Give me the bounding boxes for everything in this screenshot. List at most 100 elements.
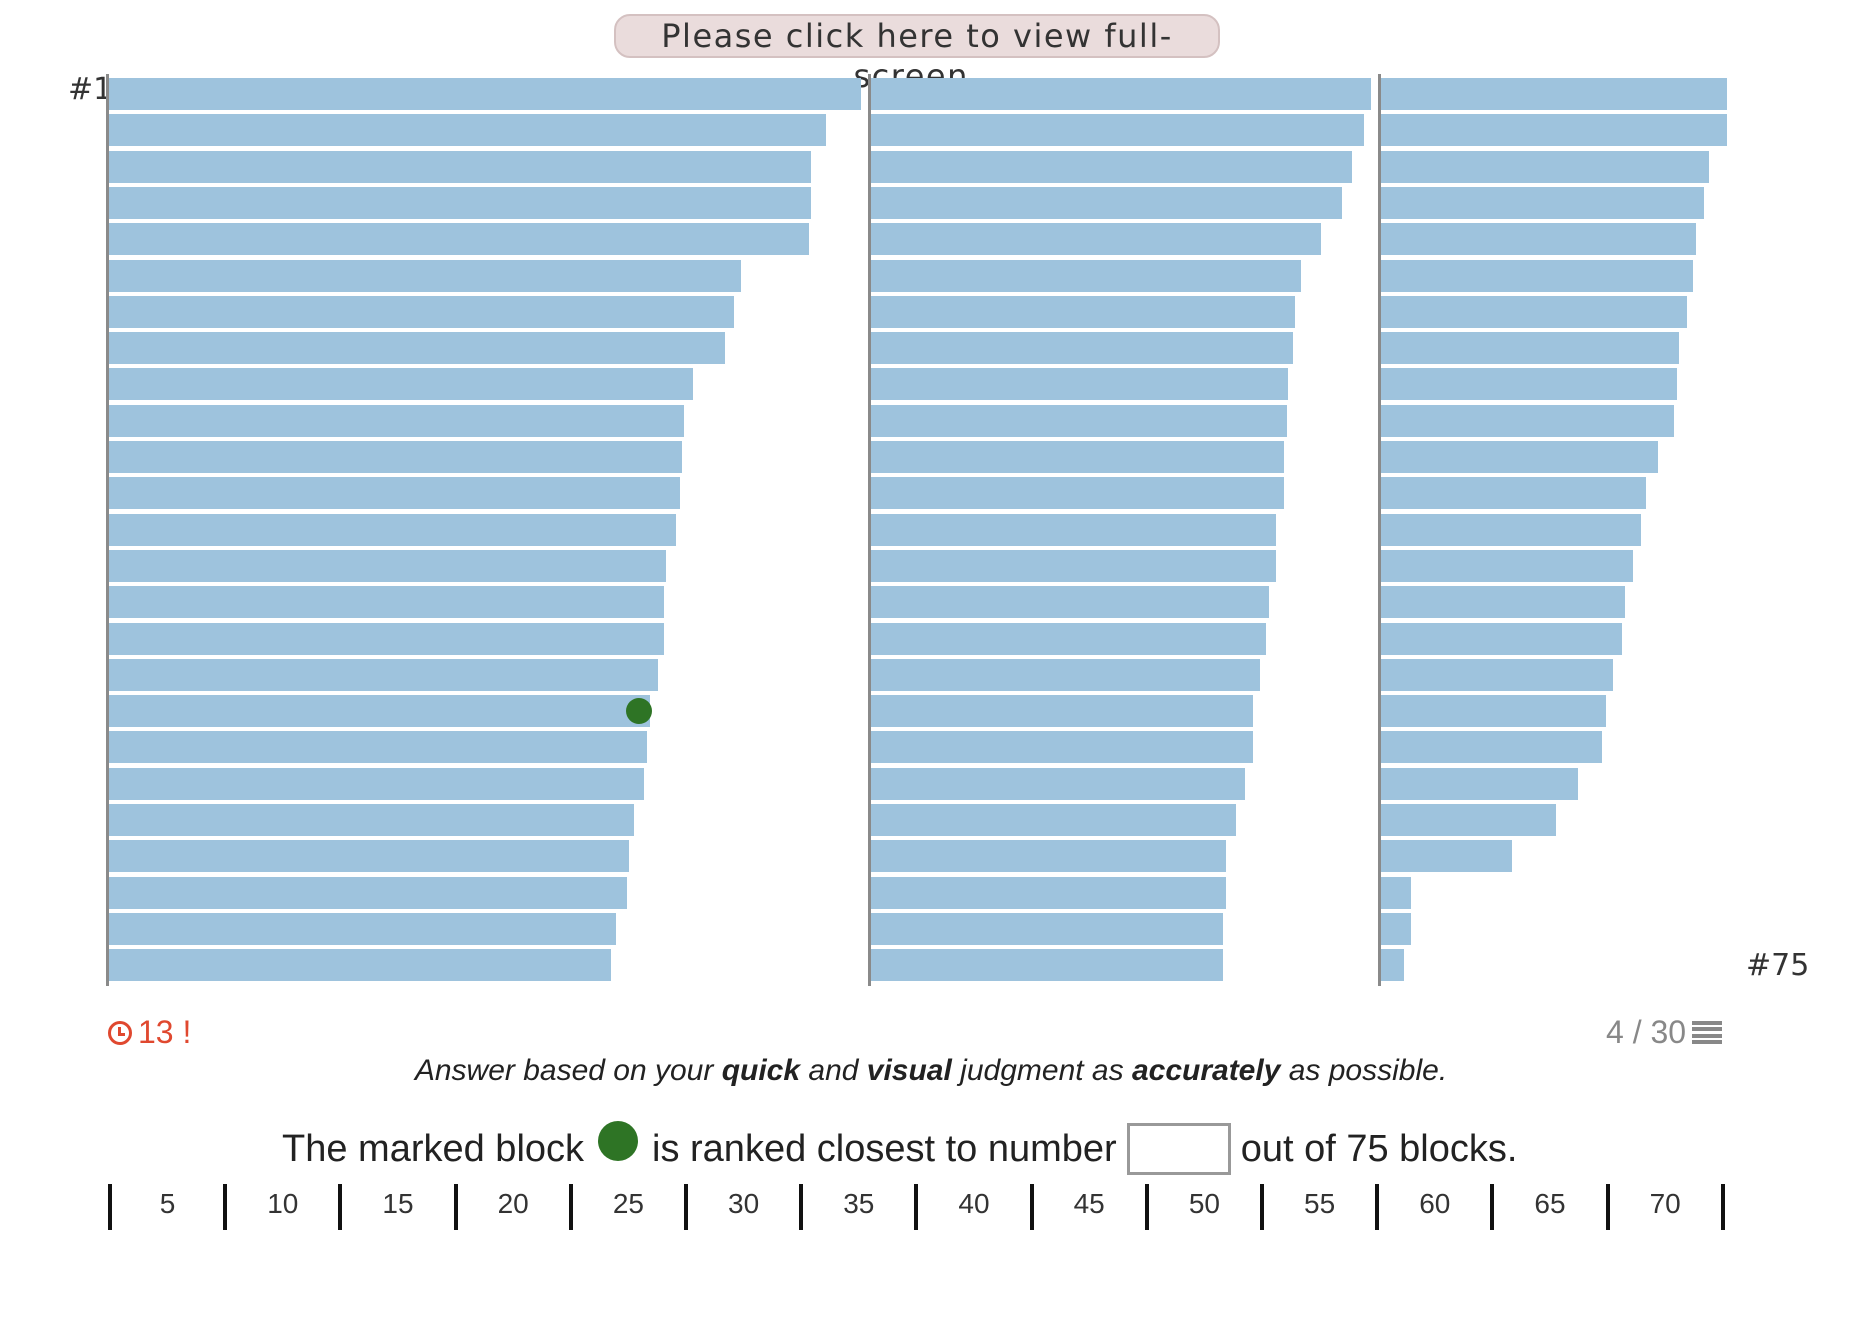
scale-label[interactable]: 5 bbox=[159, 1188, 176, 1219]
block-bar bbox=[1381, 513, 1642, 546]
block-bar bbox=[1381, 477, 1646, 510]
question-text-middle: is ranked closest to number bbox=[652, 1127, 1117, 1170]
column-axis-1 bbox=[106, 74, 109, 986]
scale-tick bbox=[1490, 1184, 1495, 1230]
block-bar bbox=[1381, 658, 1613, 691]
instructions-bold-quick: quick bbox=[721, 1054, 801, 1087]
progress-indicator: 4 / 30 bbox=[1606, 1014, 1723, 1051]
block-bar bbox=[109, 695, 650, 728]
block-bar bbox=[871, 949, 1223, 982]
block-bar bbox=[109, 549, 667, 582]
block-bar bbox=[1381, 332, 1679, 365]
block-bar bbox=[109, 441, 683, 473]
scale-label[interactable]: 10 bbox=[267, 1188, 299, 1219]
scale-tick bbox=[1375, 1184, 1380, 1230]
block-bar bbox=[871, 549, 1277, 582]
rank-answer-input[interactable] bbox=[1126, 1123, 1231, 1175]
scale-tick bbox=[1029, 1184, 1034, 1230]
block-bar bbox=[1381, 150, 1709, 183]
scale-label[interactable]: 30 bbox=[728, 1188, 760, 1219]
block-bar bbox=[1381, 186, 1705, 219]
instructions: Answer based on your quick and visual ju… bbox=[0, 1054, 1862, 1088]
block-bar bbox=[871, 513, 1277, 546]
block-bar bbox=[871, 150, 1353, 183]
scale-label[interactable]: 70 bbox=[1649, 1188, 1681, 1219]
scale-label[interactable]: 40 bbox=[958, 1188, 990, 1219]
block-bar bbox=[871, 223, 1321, 256]
block-bar bbox=[871, 695, 1253, 728]
clock-icon bbox=[108, 1020, 132, 1045]
column-axis-2 bbox=[868, 74, 871, 986]
block-bar bbox=[1381, 840, 1512, 873]
column-axis-3 bbox=[1378, 74, 1381, 986]
list-icon[interactable] bbox=[1692, 1020, 1723, 1045]
scale-tick bbox=[223, 1184, 228, 1230]
scale-tick bbox=[1605, 1184, 1610, 1230]
block-bar bbox=[109, 513, 676, 546]
block-bar bbox=[871, 586, 1269, 619]
block-bar bbox=[1381, 259, 1694, 292]
block-bar bbox=[1381, 804, 1557, 836]
block-chart bbox=[106, 74, 1727, 986]
progress-text: 4 / 30 bbox=[1606, 1014, 1687, 1050]
scale-tick bbox=[1260, 1184, 1264, 1230]
scale-label[interactable]: 50 bbox=[1188, 1188, 1220, 1219]
block-bar bbox=[109, 78, 861, 110]
instructions-part-3: judgment as bbox=[951, 1054, 1132, 1087]
block-bar bbox=[109, 804, 634, 836]
scale-tick bbox=[799, 1184, 804, 1230]
block-bar bbox=[109, 622, 664, 655]
block-bar bbox=[1381, 441, 1658, 473]
scale-label[interactable]: 25 bbox=[612, 1188, 644, 1219]
scale-label[interactable]: 20 bbox=[497, 1188, 529, 1219]
block-bar bbox=[1381, 586, 1625, 619]
instructions-part-2: and bbox=[800, 1054, 867, 1087]
block-bar bbox=[109, 586, 664, 619]
block-bar bbox=[109, 876, 628, 909]
instructions-bold-accurately: accurately bbox=[1131, 1054, 1281, 1087]
scale-label[interactable]: 65 bbox=[1534, 1188, 1566, 1219]
scale-label[interactable]: 60 bbox=[1419, 1188, 1451, 1219]
block-bar bbox=[109, 223, 810, 256]
block-bar bbox=[871, 840, 1227, 873]
rank-scale[interactable]: 5 10 15 20 25 30 35 40 45 50 55 60 65 70 bbox=[0, 1184, 1862, 1234]
block-bar bbox=[109, 295, 734, 328]
block-bar bbox=[871, 658, 1261, 691]
block-bar bbox=[871, 404, 1287, 437]
block-bar bbox=[109, 840, 630, 873]
block-bar bbox=[1381, 549, 1633, 582]
block-bar bbox=[871, 441, 1285, 473]
block-bar bbox=[109, 477, 680, 510]
scale-tick bbox=[568, 1184, 573, 1230]
block-bar bbox=[871, 295, 1295, 328]
block-bar bbox=[109, 658, 658, 691]
block-bar bbox=[871, 332, 1293, 365]
block-bar bbox=[1381, 912, 1412, 945]
marked-block-dot-icon bbox=[598, 1121, 639, 1161]
scale-tick bbox=[1144, 1184, 1149, 1230]
block-bar bbox=[109, 404, 684, 437]
scale-label[interactable]: 35 bbox=[843, 1188, 875, 1219]
timer: 13 ! bbox=[108, 1014, 191, 1051]
block-bar bbox=[871, 731, 1253, 764]
block-bar bbox=[109, 186, 812, 219]
scale-label[interactable]: 45 bbox=[1073, 1188, 1105, 1219]
question-text-before: The marked block bbox=[282, 1127, 585, 1170]
block-bar bbox=[871, 368, 1289, 401]
block-bar bbox=[871, 186, 1343, 219]
block-bar bbox=[871, 114, 1365, 147]
block-bar bbox=[1381, 695, 1606, 728]
scale-label[interactable]: 15 bbox=[382, 1188, 414, 1219]
rank-last-label: #75 bbox=[1746, 948, 1810, 983]
block-bar bbox=[109, 114, 827, 147]
block-bar bbox=[109, 368, 693, 401]
marked-block-dot bbox=[625, 698, 652, 725]
scale-tick bbox=[108, 1184, 112, 1230]
question: The marked block is ranked closest to nu… bbox=[282, 1118, 1517, 1180]
scale-label[interactable]: 55 bbox=[1304, 1188, 1336, 1219]
scale-tick bbox=[338, 1184, 343, 1230]
block-bar bbox=[109, 259, 741, 292]
block-bar bbox=[109, 150, 812, 183]
block-bar bbox=[871, 622, 1267, 655]
block-bar bbox=[1381, 404, 1675, 437]
